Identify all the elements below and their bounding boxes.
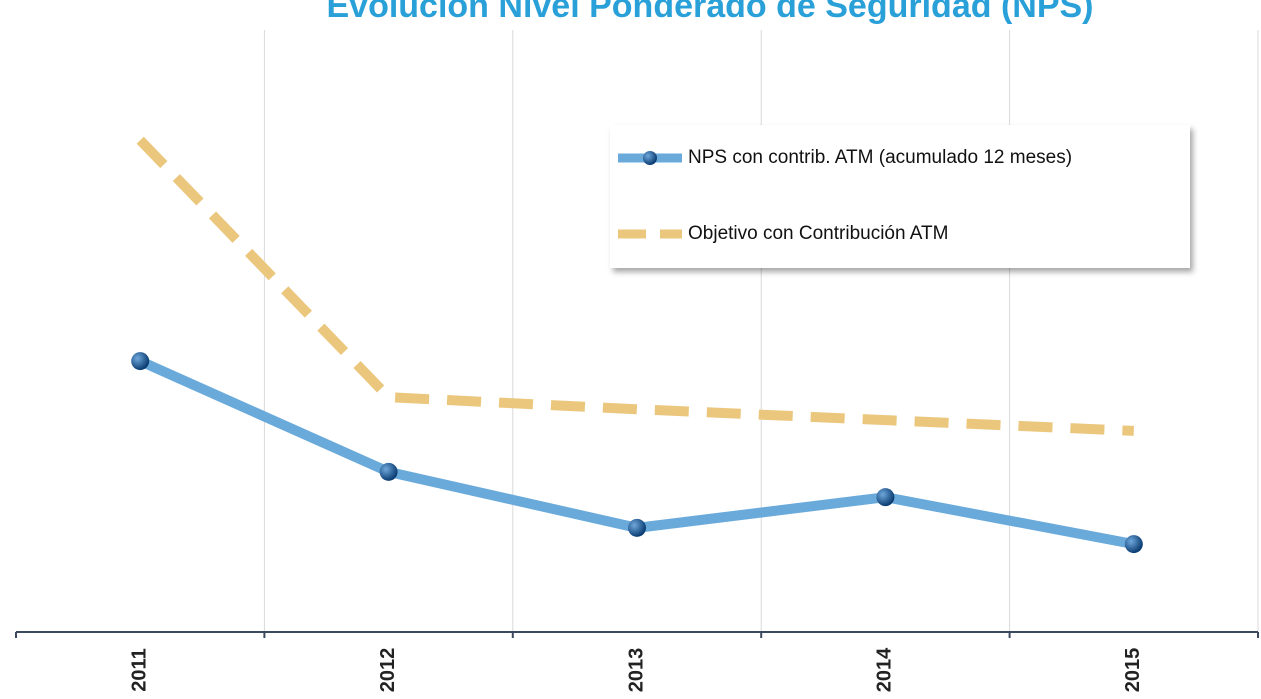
legend-label: Objetivo con Contribución ATM [688, 223, 949, 244]
legend-marker [643, 151, 657, 165]
series-marker [876, 488, 895, 507]
legend-label: NPS con contrib. ATM (acumulado 12 meses… [688, 147, 1072, 168]
series-line [136, 136, 1135, 436]
series-line [138, 356, 1135, 550]
x-tick-label: 2011 [128, 648, 150, 691]
x-tick-label: 2013 [625, 648, 647, 693]
series-marker [628, 518, 646, 537]
series-marker [131, 352, 150, 371]
x-tick-label: 2015 [1122, 648, 1144, 693]
chart-title: Evolución Nivel Ponderado de Seguridad (… [326, 0, 1093, 25]
grid [15, 30, 1259, 638]
series-marker [1124, 535, 1143, 554]
x-tick-label: 2014 [874, 647, 896, 692]
plot [131, 136, 1143, 554]
series-marker [379, 462, 398, 481]
legend: NPS con contrib. ATM (acumulado 12 meses… [610, 125, 1190, 268]
legend-box [610, 125, 1190, 268]
x-tick-label: 2012 [377, 648, 399, 693]
